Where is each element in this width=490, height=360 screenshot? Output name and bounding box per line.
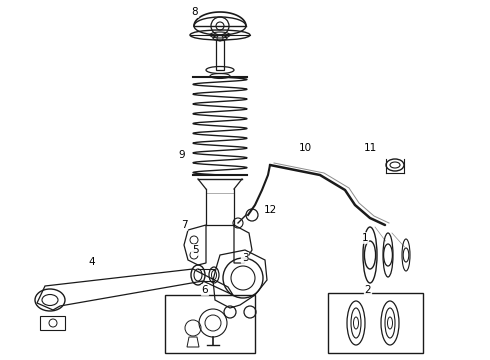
Text: 9: 9	[179, 150, 185, 160]
Text: 11: 11	[364, 143, 377, 153]
Text: 4: 4	[89, 257, 96, 267]
Text: 1: 1	[362, 233, 368, 243]
Text: 3: 3	[242, 253, 248, 263]
Bar	[328, 293, 423, 353]
Text: 10: 10	[298, 143, 312, 153]
Text: 8: 8	[192, 7, 198, 17]
Text: 5: 5	[192, 245, 198, 255]
Text: 7: 7	[181, 220, 187, 230]
Text: 6: 6	[202, 285, 208, 295]
Text: 12: 12	[264, 205, 277, 215]
Bar	[165, 295, 255, 353]
Text: 2: 2	[365, 285, 371, 295]
